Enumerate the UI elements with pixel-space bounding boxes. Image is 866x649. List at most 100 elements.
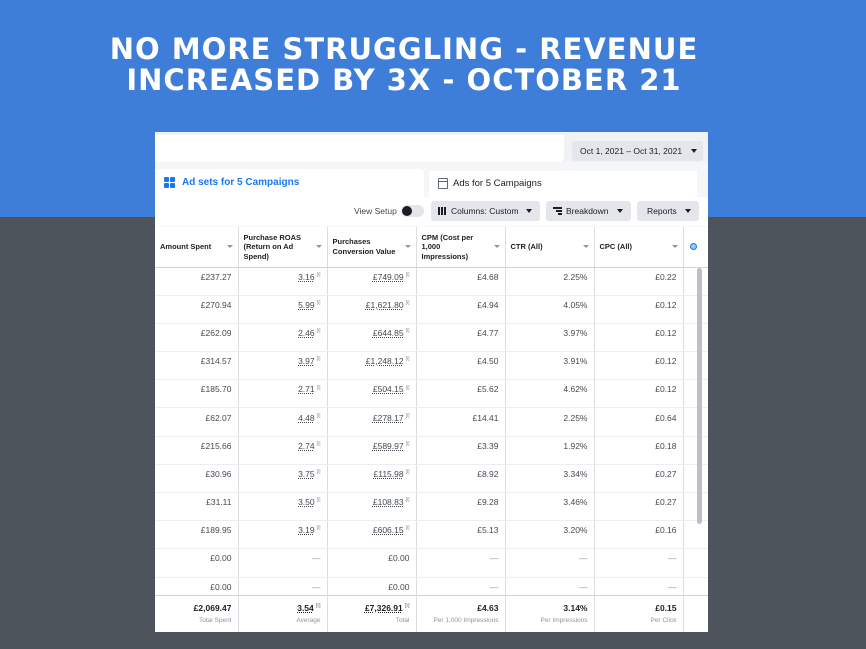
cell-ctr: 2.25% (505, 267, 595, 296)
table-row[interactable]: £262.09 2.46 [i] £644.85 [i] £4.77 3.97% £0.12 (155, 323, 708, 353)
cell-purchase-roas: 3.16 [i] (238, 267, 328, 296)
scrollbar-thumb[interactable] (697, 268, 702, 524)
cell-purchase-roas-link[interactable]: 5.99 (298, 299, 315, 310)
cell-conversion-value-link[interactable]: £115.98 (373, 468, 404, 479)
sort-icon (582, 245, 589, 248)
cell-cpm: £8.92 (416, 464, 506, 494)
cell-amount-spent: £0.00 (155, 548, 239, 578)
table-row[interactable]: £62.07 4.48 [i] £278.17 [i] £14.41 2.25% £0.64 (155, 407, 708, 437)
cell-purchase-roas-link[interactable]: 3.16 (298, 271, 315, 282)
cell-cpm: £4.77 (416, 323, 506, 353)
table-row[interactable]: £0.00— £0.00— — — (155, 548, 708, 578)
info-icon: [i] (315, 603, 321, 610)
cell-purchase-roas-link[interactable]: 3.75 (298, 468, 315, 479)
view-setup-toggle[interactable] (401, 205, 424, 217)
cell-purchase-roas-link[interactable]: 3.50 (298, 497, 315, 508)
column-header-conversion-value[interactable]: Purchases Conversion Value (327, 227, 417, 268)
cell-conversion-value: £749.09 [i] (327, 267, 417, 296)
table-toolbar: View Setup Columns: Custom Breakdown Rep… (155, 197, 708, 226)
cell-conversion-value-link[interactable]: £606.15 (372, 525, 404, 536)
cell-conversion-value-link[interactable]: £1,621.80 (365, 299, 404, 310)
chevron-down-icon (691, 149, 697, 153)
sort-icon (315, 245, 322, 248)
cell-cpm: £4.68 (416, 267, 506, 296)
chevron-down-icon (617, 209, 623, 213)
table-row[interactable]: £237.27 3.16 [i] £749.09 [i] £4.68 2.25% £0.22 (155, 267, 708, 296)
table-scrollbar[interactable] (697, 268, 703, 524)
cell-purchase-roas-link[interactable]: 2.71 (298, 384, 315, 395)
column-header-purchase-roas[interactable]: Purchase ROAS (Return on Ad Spend) (238, 227, 328, 268)
cell-conversion-value: £1,248.12 [i] (327, 351, 417, 381)
cell-purchase-roas: 3.97 [i] (238, 351, 328, 381)
column-picker[interactable] (683, 227, 708, 268)
cell-ctr: 1.92% (505, 436, 595, 465)
table-row[interactable]: £31.11 3.50 [i] £108.83 [i] £9.28 3.46% £0.27 (155, 492, 708, 522)
columns-button[interactable]: Columns: Custom (431, 201, 540, 221)
cell-amount-spent: £62.07 (155, 407, 239, 437)
cell-conversion-value-link[interactable]: £108.83 (372, 497, 404, 508)
cell-conversion-value: £0.00 (327, 548, 417, 578)
sort-icon (404, 245, 411, 248)
sort-icon (671, 245, 678, 248)
breakdown-button[interactable]: Breakdown (546, 201, 631, 221)
info-icon: [i] (405, 384, 410, 391)
table-row[interactable]: £185.70 2.71 [i] £504.15 [i] £5.62 4.62% £0.12 (155, 379, 708, 409)
cell-purchase-roas-link[interactable]: 2.46 (298, 327, 315, 338)
cell-conversion-value-link[interactable]: £589.97 (372, 440, 404, 451)
cell-conversion-value: £589.97 [i] (327, 436, 417, 465)
cell-amount-spent: £185.70 (155, 379, 239, 409)
campaign-search-field[interactable] (155, 135, 564, 162)
cell-cpc: £0.22 (594, 267, 684, 296)
cell-purchase-roas: 2.71 [i] (238, 379, 328, 409)
cell-conversion-value-link[interactable]: £1,248.12 (365, 356, 404, 367)
total-roas-link[interactable]: 3.54 (297, 603, 314, 613)
date-range-picker[interactable]: Oct 1, 2021 – Oct 31, 2021 (572, 141, 703, 161)
row-spacer (683, 267, 708, 296)
info-icon: [i] (316, 440, 321, 447)
table-row[interactable]: £215.66 2.74 [i] £589.97 [i] £3.39 1.92% £0.18 (155, 436, 708, 465)
cell-ctr: 2.25% (505, 407, 595, 437)
cell-amount-spent: £262.09 (155, 323, 239, 353)
row-spacer (683, 379, 708, 409)
info-icon: [i] (405, 299, 410, 306)
cell-purchase-roas-link[interactable]: 4.48 (298, 412, 315, 423)
cell-conversion-value-link[interactable]: £644.85 (372, 327, 404, 338)
cell-purchase-roas-link[interactable]: 3.97 (298, 356, 315, 367)
cell-ctr: 3.34% (505, 464, 595, 494)
cell-ctr: 4.62% (505, 379, 595, 409)
table-row[interactable]: £30.96 3.75 [i] £115.98 [i] £8.92 3.34% £0.27 (155, 464, 708, 494)
info-icon: [i] (405, 497, 410, 504)
cell-amount-spent: £270.94 (155, 295, 239, 324)
cell-purchase-roas-link[interactable]: 3.19 (298, 525, 315, 536)
total-cpm: £4.63 Per 1,000 Impressions (416, 595, 506, 632)
columns-button-label: Columns: Custom (451, 206, 519, 216)
row-spacer (683, 436, 708, 465)
total-conversion-link[interactable]: £7,326.91 (364, 603, 403, 613)
column-header-ctr[interactable]: CTR (All) (505, 227, 595, 268)
cell-purchase-roas-link[interactable]: 2.74 (298, 440, 315, 451)
cell-conversion-value: £278.17 [i] (327, 407, 417, 437)
cell-conversion-value: £644.85 [i] (327, 323, 417, 353)
row-spacer (683, 323, 708, 353)
chevron-down-icon (685, 209, 691, 213)
tab-ads[interactable]: Ads for 5 Campaigns (429, 171, 697, 197)
column-header-amount-spent[interactable]: Amount Spent (155, 227, 239, 268)
cell-ctr: 3.97% (505, 323, 595, 353)
cell-purchase-roas: 4.48 [i] (238, 407, 328, 437)
cell-purchase-roas: 2.74 [i] (238, 436, 328, 465)
cell-purchase-roas: 3.75 [i] (238, 464, 328, 494)
table-row[interactable]: £270.94 5.99 [i] £1,621.80 [i] £4.94 4.05% £0.1… (155, 295, 708, 324)
column-header-cpm[interactable]: CPM (Cost per 1,000 Impressions) (416, 227, 506, 268)
cell-cpc: £0.12 (594, 351, 684, 381)
table-row[interactable]: £314.57 3.97 [i] £1,248.12 [i] £4.50 3.91% £0.1… (155, 351, 708, 381)
reports-button[interactable]: Reports (637, 201, 699, 221)
column-header-cpc[interactable]: CPC (All) (594, 227, 684, 268)
cell-conversion-value-link[interactable]: £278.17 (372, 412, 404, 423)
tab-ad-sets[interactable]: Ad sets for 5 Campaigns (155, 169, 424, 197)
total-ctr: 3.14% Per Impressions (505, 595, 595, 632)
cell-conversion-value: £115.98 [i] (327, 464, 417, 494)
cell-conversion-value-link[interactable]: £504.15 (372, 384, 404, 395)
cell-cpm: — (416, 548, 506, 578)
cell-conversion-value-link[interactable]: £749.09 (372, 271, 404, 282)
table-row[interactable]: £189.95 3.19 [i] £606.15 [i] £5.13 3.20% £0.16 (155, 520, 708, 550)
